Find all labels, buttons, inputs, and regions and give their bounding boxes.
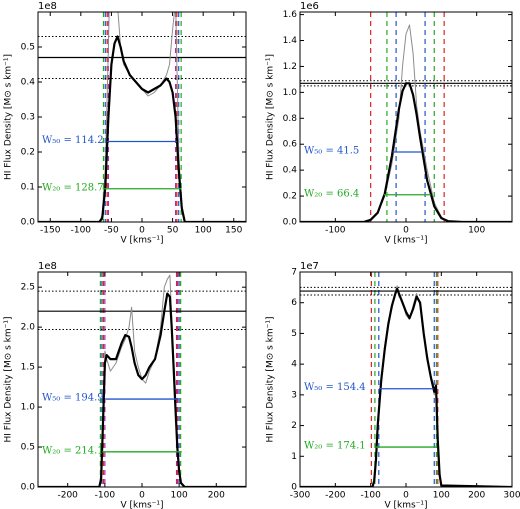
- panel: W₅₀ = 114.2 W₂₀ = 128.7 -150 -100 -50 0 50 100 1…: [4, 1, 247, 246]
- width-label: W₂₀ = 214.1: [42, 445, 104, 456]
- x-tick-label: -100: [360, 491, 381, 501]
- x-tick-label: 0: [139, 491, 145, 501]
- plot-area: [300, 272, 512, 487]
- plot-area: [300, 12, 512, 222]
- y-tick-label: 0.5: [21, 443, 35, 453]
- panel: W₅₀ = 194.9 W₂₀ = 214.1 -200 -100 0 100 200 0.0…: [4, 261, 247, 509]
- width-label: W₅₀ = 41.5: [304, 146, 359, 157]
- width-label: W₂₀ = 174.1: [304, 441, 366, 452]
- x-tick-label: 0: [139, 226, 145, 236]
- y-tick-label: 1.5: [21, 363, 35, 373]
- y-tick-label: 2.5: [21, 283, 35, 293]
- x-tick-label: -200: [325, 491, 346, 501]
- x-axis-label: V [kms⁻¹]: [384, 236, 427, 246]
- y-tick-label: 1: [291, 452, 297, 462]
- y-tick-label: 1.0: [21, 403, 36, 413]
- y-tick-label: 0.4: [283, 166, 298, 176]
- y-tick-label: 4: [291, 360, 297, 370]
- x-tick-label: -300: [290, 491, 311, 501]
- y-tick-label: 0.0: [21, 483, 36, 493]
- offset-label: 1e8: [38, 261, 57, 272]
- y-tick-label: 1.2: [283, 62, 297, 72]
- profile-line: [300, 82, 512, 222]
- y-axis-label: HI Flux Density [M⊙ s km⁻¹]: [4, 54, 14, 180]
- y-tick-label: 1.4: [283, 36, 298, 46]
- x-tick-label: -100: [325, 226, 346, 236]
- x-tick-label: 300: [503, 491, 520, 501]
- y-tick-label: 0.5: [21, 43, 35, 53]
- plot-frame: [299, 271, 513, 488]
- y-tick-label: 0.3: [21, 113, 35, 123]
- y-tick-label: 3: [291, 390, 297, 400]
- y-axis-label: HI Flux Density [M⊙ s km⁻¹]: [4, 316, 14, 442]
- x-tick-label: 100: [468, 226, 485, 236]
- x-tick-label: 100: [171, 491, 188, 501]
- profile-line: [300, 287, 512, 487]
- y-tick-label: 0.2: [283, 192, 297, 202]
- x-axis-label: V [kms⁻¹]: [384, 501, 427, 509]
- x-tick-label: 200: [208, 491, 225, 501]
- x-tick-label: 150: [225, 226, 242, 236]
- offset-label: 1e8: [38, 1, 57, 12]
- width-label: W₂₀ = 128.7: [42, 182, 104, 193]
- x-tick-label: 100: [433, 491, 450, 501]
- y-tick-label: 0.4: [21, 78, 36, 88]
- x-tick-label: -200: [57, 491, 78, 501]
- width-label: W₅₀ = 194.9: [42, 393, 104, 404]
- x-tick-label: -150: [40, 226, 61, 236]
- y-tick-label: 0.2: [21, 148, 35, 158]
- y-tick-label: 0: [291, 483, 297, 493]
- x-tick-label: 0: [403, 226, 409, 236]
- y-tick-label: 2: [291, 421, 297, 431]
- width-label: W₂₀ = 66.4: [304, 188, 359, 199]
- offset-label: 1e7: [300, 261, 319, 272]
- y-tick-label: 0.6: [283, 140, 298, 150]
- x-tick-label: -100: [95, 491, 116, 501]
- x-tick-label: 0: [403, 491, 409, 501]
- y-axis-label: HI Flux Density [M⊙ s km⁻¹]: [266, 316, 276, 442]
- x-tick-label: 50: [167, 226, 179, 236]
- x-tick-label: -50: [104, 226, 119, 236]
- y-axis-label: HI Flux Density [M⊙ s km⁻¹]: [266, 54, 276, 180]
- y-tick-label: 6: [291, 298, 297, 308]
- y-tick-label: 0.0: [21, 218, 36, 228]
- profile-line: [38, 35, 246, 222]
- x-tick-label: 100: [195, 226, 212, 236]
- x-axis-label: V [kms⁻¹]: [120, 501, 163, 509]
- y-tick-label: 0.8: [283, 114, 298, 124]
- x-axis-label: V [kms⁻¹]: [120, 236, 163, 246]
- width-label: W₅₀ = 154.4: [304, 382, 366, 393]
- offset-label: 1e6: [300, 1, 319, 12]
- x-tick-label: 200: [468, 491, 485, 501]
- profile-line: [38, 292, 246, 487]
- panel: W₅₀ = 41.5 W₂₀ = 66.4 -100 0 100 0.0 0.2 0.4 0.6…: [266, 1, 513, 246]
- y-tick-label: 0.1: [21, 183, 35, 193]
- plot-area: [38, 272, 246, 487]
- y-tick-label: 5: [291, 329, 297, 339]
- width-label: W₅₀ = 114.2: [42, 135, 104, 146]
- y-tick-label: 1.6: [283, 10, 298, 20]
- y-tick-label: 1.0: [283, 88, 298, 98]
- y-tick-label: 7: [291, 268, 297, 278]
- plot-area: [38, 12, 246, 222]
- x-tick-label: -100: [71, 226, 92, 236]
- y-tick-label: 2.0: [21, 323, 36, 333]
- y-tick-label: 0.0: [283, 218, 298, 228]
